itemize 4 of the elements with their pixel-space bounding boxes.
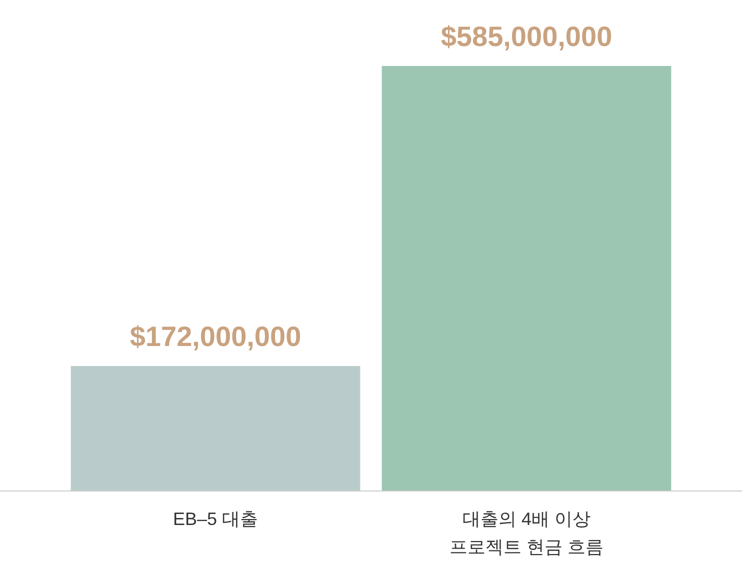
data-label: $172,000,000 bbox=[130, 321, 302, 352]
x-tick-label: EB–5 대출 bbox=[172, 509, 258, 529]
data-label: $585,000,000 bbox=[440, 21, 612, 52]
x-tick-label: 대출의 4배 이상 프로젝트 현금 흐름 bbox=[449, 509, 604, 557]
